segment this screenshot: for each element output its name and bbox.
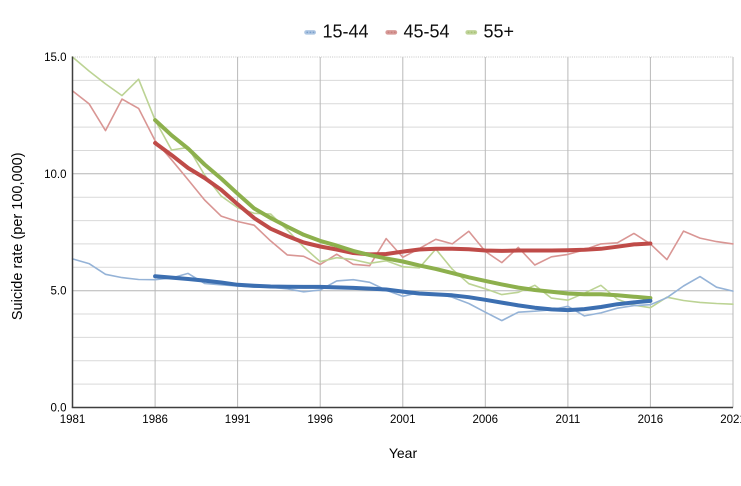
svg-text:Suicide rate (per 100,000): Suicide rate (per 100,000) bbox=[10, 152, 26, 320]
svg-text:2021: 2021 bbox=[720, 414, 741, 426]
svg-text:Year: Year bbox=[389, 445, 418, 461]
svg-text:2006: 2006 bbox=[473, 414, 499, 426]
svg-text:45-54: 45-54 bbox=[404, 22, 450, 42]
svg-text:1991: 1991 bbox=[225, 414, 251, 426]
svg-text:0.0: 0.0 bbox=[51, 403, 67, 415]
svg-text:55+: 55+ bbox=[484, 22, 515, 42]
svg-text:2011: 2011 bbox=[556, 414, 581, 426]
svg-text:15-44: 15-44 bbox=[323, 22, 369, 42]
svg-text:2001: 2001 bbox=[390, 414, 416, 426]
svg-text:2016: 2016 bbox=[638, 414, 664, 426]
svg-text:1996: 1996 bbox=[307, 414, 333, 426]
svg-text:1981: 1981 bbox=[60, 414, 86, 426]
svg-text:15.0: 15.0 bbox=[44, 52, 66, 64]
svg-text:1986: 1986 bbox=[142, 414, 168, 426]
svg-text:5.0: 5.0 bbox=[51, 286, 67, 298]
svg-text:10.0: 10.0 bbox=[44, 169, 66, 181]
